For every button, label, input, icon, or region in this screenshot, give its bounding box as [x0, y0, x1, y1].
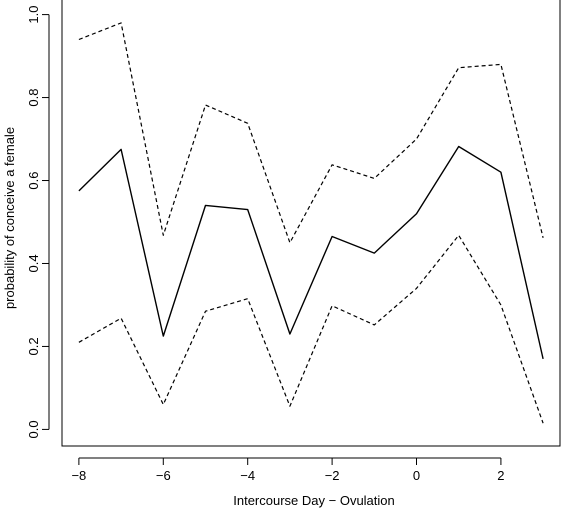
- x-tick-label: 0: [413, 468, 420, 483]
- y-tick-label: 0.6: [26, 171, 41, 189]
- y-axis-title: probability of conceive a female: [2, 127, 17, 309]
- plot-frame: [61, 0, 561, 447]
- solid-series-line-0: [78, 145, 544, 360]
- y-axis: 0.0 0.2 0.4 0.6 0.8 1.0: [26, 6, 50, 438]
- x-tick-label: −6: [156, 468, 171, 483]
- x-tick-label: −4: [240, 468, 255, 483]
- x-axis: −8 −6 −4 −2 0 2: [71, 457, 505, 483]
- x-tick-label: −8: [71, 468, 86, 483]
- y-tick-label: 0.4: [26, 254, 41, 272]
- dashed-series-line-2: [78, 234, 544, 424]
- dashed-series-line-1: [78, 22, 544, 244]
- x-tick-label: −2: [325, 468, 340, 483]
- y-tick-label: 0.0: [26, 420, 41, 438]
- y-tick-label: 1.0: [26, 6, 41, 24]
- x-axis-title: Intercourse Day − Ovulation: [233, 493, 395, 508]
- x-tick-label: 2: [497, 468, 504, 483]
- y-tick-label: 0.2: [26, 337, 41, 355]
- y-tick-label: 0.8: [26, 89, 41, 107]
- series-layer: [78, 22, 544, 424]
